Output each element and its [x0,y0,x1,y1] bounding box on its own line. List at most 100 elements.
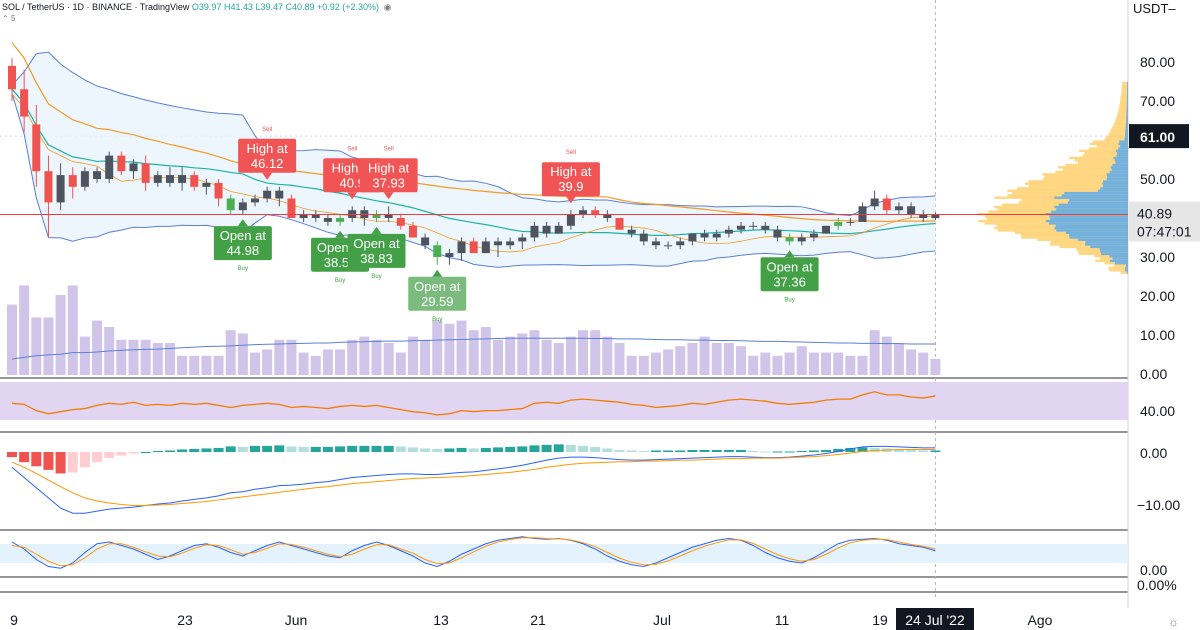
buy-label-box [408,276,467,311]
volume-profile-value-area-bar [1045,219,1128,223]
price-axis-tick: 80.00 [1140,54,1175,70]
macd-histogram-bar [821,449,832,452]
macd-histogram-bar [420,448,431,452]
volume-profile-bar [1114,121,1128,125]
volume-profile-value-area-bar [1112,257,1128,260]
volume-profile-bar [1088,147,1128,150]
volume-profile-bar [1089,142,1128,146]
rsi-band [0,382,1128,420]
macd-histogram-bar [19,452,30,463]
volume-profile-bar [1119,102,1128,106]
volume-bar [930,359,941,375]
indicator-toggle[interactable]: ⌃ 5 [2,14,16,23]
countdown-label: 07:47:01 [1137,224,1192,240]
macd-histogram-bar [67,452,78,473]
eye-icon[interactable]: ◉ [383,2,392,12]
volume-bar [638,355,649,375]
volume-bar [43,317,54,375]
volume-profile-value-area-bar [1069,236,1128,239]
bollinger-lower-line [11,93,936,268]
macd-histogram-bar [493,447,503,452]
settings-gear-icon[interactable]: ☼ [1168,615,1179,629]
macd-histogram-bar [529,445,540,452]
volume-bar [626,355,637,375]
macd-histogram-bar [225,446,236,452]
macd-histogram-bar [432,448,443,452]
macd-histogram-bar [383,445,394,452]
macd-histogram-bar [128,452,139,454]
volume-profile-value-area-bar [1078,238,1128,242]
volume-bar [67,285,78,375]
candle-body [894,206,903,211]
volume-bar [322,349,333,375]
macd-histogram-bar [274,445,285,452]
volume-profile-value-area-bar [1113,156,1128,160]
candle-body [153,175,162,183]
volume-bar [371,339,382,375]
volume-profile-bar [1017,187,1128,190]
buy-label-value: 38.83 [360,251,393,266]
sell-label-box [541,162,600,197]
volume-profile-bar [1108,133,1128,136]
indicator-count: 5 [10,14,16,23]
candle-body [287,198,296,218]
candle-body [214,182,223,199]
volume-profile-bar [1122,84,1128,87]
sell-tag: Sell [347,146,357,152]
candle-body [457,241,466,254]
symbol-title[interactable]: SOL / TetherUS · 1D · BINANCE · TradingV… [2,2,190,12]
volume-profile-bar [1121,88,1128,92]
volume-profile-value-area-bar [1126,107,1128,110]
macd-histogram-bar [808,450,819,452]
macd-histogram-bar [711,449,722,452]
volume-bar [517,333,528,375]
candle-body [93,171,102,179]
sell-label-pointer [565,196,576,204]
sell-label-value: 37.93 [372,175,405,190]
candle-body [518,237,527,242]
volume-profile-bar [1065,163,1128,167]
currency-label[interactable]: USDT– [1133,1,1176,16]
macd-line [11,445,936,514]
volume-profile-bar [1106,135,1128,139]
volume-profile-value-area-bar [1109,170,1128,174]
volume-profile-value-area-bar [1085,243,1128,246]
volume-profile-value-area-bar [1100,187,1128,190]
buy-tag: Buy [432,317,442,323]
volume-ma-line [11,337,936,360]
buy-tag: Buy [238,266,248,272]
volume-bar [201,355,212,375]
volume-profile-bar [1055,170,1128,174]
volume-profile-value-area-bar [1090,245,1128,249]
macd-histogram-bar [43,452,54,470]
volume-profile-bar [1121,93,1128,96]
macd-histogram-bar [772,451,783,453]
volume-profile-bar [1121,91,1128,94]
candle-body [421,237,430,246]
candle-body [688,233,697,242]
buy-label-pointer [784,250,795,258]
macd-histogram-bar [505,446,516,452]
price-axis-tick: 0.00 [1140,366,1167,382]
volume-bar [675,346,686,375]
bollinger-upper-line [11,51,936,217]
sell-label-value: 46.12 [251,156,284,171]
volume-bar [760,352,771,375]
candle-body [591,210,600,215]
sell-tag: Sell [262,127,272,133]
time-axis-tick: Ago [1028,612,1053,628]
volume-profile-value-area-bar [1106,173,1128,176]
buy-label-box [347,233,406,268]
volume-profile-bar [1069,156,1128,160]
candle-body [408,225,417,238]
price-axis-tick: 50.00 [1140,171,1175,187]
volume-bar [796,346,807,375]
volume-profile-bar [1113,123,1128,127]
candle-body [299,214,308,218]
time-axis-tick: 21 [530,612,546,628]
volume-profile-value-area-bar [1125,131,1128,134]
